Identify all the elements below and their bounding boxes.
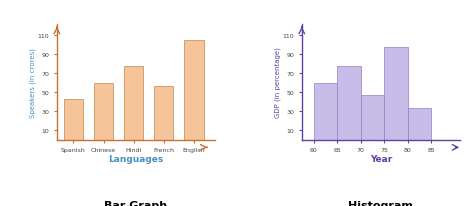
X-axis label: Languages: Languages — [108, 154, 164, 163]
Bar — [361, 96, 384, 140]
Text: Bar Graph: Bar Graph — [104, 200, 167, 206]
Bar — [408, 109, 431, 140]
Bar — [337, 66, 361, 140]
Y-axis label: Speakers (in crores): Speakers (in crores) — [30, 48, 36, 117]
Y-axis label: GDP (in percentage): GDP (in percentage) — [274, 47, 281, 118]
Bar — [384, 47, 408, 140]
Text: Histogram: Histogram — [348, 200, 413, 206]
Bar — [64, 99, 83, 140]
Bar — [154, 86, 173, 140]
Bar — [124, 66, 144, 140]
Bar — [314, 83, 337, 140]
X-axis label: Year: Year — [370, 154, 392, 163]
Bar — [184, 41, 204, 140]
Bar — [94, 83, 113, 140]
